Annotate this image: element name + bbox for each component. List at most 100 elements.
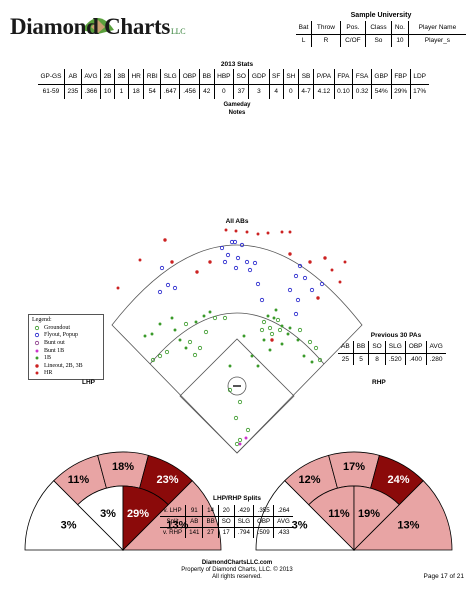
splits-cell: Split: [160, 515, 186, 528]
splits-cell: 141: [185, 527, 203, 538]
spray-point: [35, 364, 39, 368]
splits-cell: .794: [233, 527, 254, 538]
spray-point: [225, 252, 231, 258]
legend-symbol-icon: [32, 331, 42, 339]
stats-value-cell: .366: [80, 84, 101, 99]
infield-arc: [149, 312, 325, 365]
spray-point: [222, 259, 228, 265]
spray-point: [317, 357, 323, 363]
player-info-header-cell: Throw: [311, 21, 341, 35]
spray-point: [245, 230, 249, 234]
spray-point: [259, 297, 265, 303]
spray-point: [296, 338, 300, 342]
spray-point: [34, 325, 40, 330]
stats-value-cell: 3: [248, 84, 269, 99]
stats-value-cell: 4: [268, 84, 284, 99]
stats-header-cell: 2B: [100, 69, 115, 85]
splits-cell: 14: [202, 505, 219, 516]
zone-percent-label: 13%: [397, 520, 419, 532]
player-info-panel: Sample University Bat Throw Pos. Class No. Pl…: [296, 12, 466, 47]
spray-point: [266, 231, 270, 235]
stats-header-cell: SB: [297, 69, 314, 85]
season-stats-table: GP-GS AB AVG 2B 3B HR RBI SLG OBP BB HBP SO GDP SF SH S…: [38, 69, 429, 99]
spray-point: [302, 354, 306, 358]
spray-point: [277, 327, 283, 333]
stats-header-cell: AB: [63, 69, 82, 85]
splits-row: Split AB BB SO SLG OBP AVG: [160, 515, 293, 528]
splits-cell: .433: [273, 527, 293, 538]
spray-point: [247, 267, 253, 273]
spray-point: [227, 387, 233, 393]
stats-header-cell: BB: [198, 69, 215, 85]
legend-item: HR: [32, 370, 100, 378]
zone-inner-far-left: [24, 480, 124, 551]
legend-label: Lineout, 2B, 3B: [44, 362, 83, 369]
legend-box: Legend: Groundout Flyout, Popup Bunt out Bu…: [28, 314, 104, 380]
legend-symbol-icon: [32, 354, 42, 362]
stats-header-cell: 3B: [114, 69, 129, 85]
splits-cell: 91: [185, 505, 203, 516]
player-info-table: Bat Throw Pos. Class No. Player Name L R C/OF So…: [296, 21, 466, 47]
logo-text: Diamond Charts: [10, 14, 171, 39]
spray-point: [330, 268, 334, 272]
legend-item: Bunt out: [32, 339, 100, 347]
spray-point: [35, 356, 39, 360]
spray-point: [256, 232, 260, 236]
legend-item: Bunt 1B: [32, 347, 100, 355]
stats-value-cell: 37: [232, 84, 249, 99]
splits-cell: .429: [233, 505, 254, 516]
spray-point: [212, 315, 218, 321]
spray-point: [143, 334, 147, 338]
outfield-outline: [111, 244, 363, 454]
legend-items: Groundout Flyout, Popup Bunt out Bunt 1B 1B L…: [32, 324, 100, 377]
spray-point: [280, 324, 284, 328]
spray-point: [157, 353, 163, 359]
legend-label: Bunt out: [44, 339, 65, 346]
spray-point: [256, 364, 260, 368]
pitchers-mound: [227, 376, 247, 396]
stats-header-cell: HBP: [213, 69, 234, 85]
legend-item: Groundout: [32, 324, 100, 332]
legend-symbol-icon: [32, 369, 42, 377]
spray-point: [224, 228, 228, 232]
spray-point: [238, 442, 242, 446]
stats-header-cell: LDP: [409, 69, 429, 85]
spray-point: [310, 360, 314, 364]
spray-point: [237, 399, 243, 405]
stats-header-cell: P/PA: [313, 69, 335, 85]
prev-value-cell: 25: [341, 355, 349, 363]
player-info-header-cell: Bat: [296, 21, 312, 35]
splits-title: LHP/RHP Splits: [213, 495, 261, 502]
spray-point: [266, 314, 270, 318]
stats-header-cell: SO: [232, 69, 249, 85]
spray-point: [250, 354, 254, 358]
spray-point: [187, 339, 193, 345]
player-info-header-cell: Player Name: [407, 21, 466, 35]
spray-point: [208, 260, 212, 264]
legend-label: 1B: [44, 355, 52, 362]
zone-percent-label: 24%: [387, 474, 409, 486]
prev-value-cell: .280: [425, 353, 446, 365]
spray-point: [319, 281, 325, 287]
spray-points: [116, 228, 347, 447]
spray-point: [233, 265, 239, 271]
stats-header-cell: OBP: [179, 69, 200, 85]
player-info-value-cell: 10: [391, 34, 409, 47]
stats-value-cell: .456: [179, 84, 200, 99]
spray-point: [157, 289, 163, 295]
stats-header-cell: SF: [268, 69, 284, 85]
diamond-charts-logo: Diamond ChartsLLC: [10, 12, 186, 46]
player-info-value-cell: Player_s: [407, 34, 466, 47]
spray-point: [242, 334, 246, 338]
spray-point: [237, 437, 243, 443]
spray-point: [244, 259, 250, 265]
zone-percent-label: 11%: [68, 474, 90, 486]
player-info-header-cell: Class: [364, 21, 392, 35]
splits-cell: .509: [253, 527, 274, 538]
spray-point: [34, 340, 40, 346]
spray-point: [307, 339, 313, 345]
prev-header-cell: SLG: [384, 341, 406, 354]
spray-point: [288, 230, 292, 234]
spray-point: [288, 252, 292, 256]
stats-value-cell: 4.12: [313, 84, 335, 99]
